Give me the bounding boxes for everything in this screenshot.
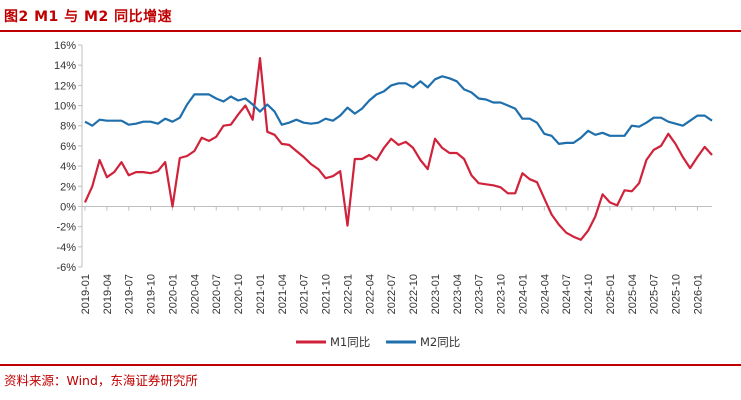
y-tick-label: -2% bbox=[56, 222, 76, 234]
y-tick-label: -6% bbox=[56, 262, 76, 274]
x-tick-label: 2025-10 bbox=[671, 274, 683, 314]
legend: M1同比 M2同比 bbox=[296, 335, 460, 349]
x-tick-label: 2021-04 bbox=[277, 274, 289, 314]
x-tick-label: 2024-07 bbox=[561, 274, 573, 314]
x-tick-label: 2019-10 bbox=[146, 274, 158, 314]
x-tick-label: 2019-01 bbox=[80, 274, 92, 314]
y-tick-label: 6% bbox=[60, 141, 76, 153]
x-tick-label: 2021-01 bbox=[255, 274, 267, 314]
x-tick-label: 2019-04 bbox=[102, 274, 114, 314]
x-tick-label: 2020-07 bbox=[211, 274, 223, 314]
x-tick-label: 2023-10 bbox=[496, 274, 508, 314]
x-tick-label: 2020-10 bbox=[233, 274, 245, 314]
y-tick-label: 4% bbox=[60, 161, 76, 173]
y-tick-label: 2% bbox=[60, 181, 76, 193]
x-tick-label: 2023-01 bbox=[430, 274, 442, 314]
y-tick-label: 16% bbox=[54, 40, 76, 52]
legend-label-m2: M2同比 bbox=[420, 335, 460, 349]
x-tick-label: 2025-07 bbox=[649, 274, 661, 314]
x-tick-label: 2024-04 bbox=[539, 274, 551, 314]
x-tick-label: 2020-01 bbox=[167, 274, 179, 314]
x-tick-label: 2023-04 bbox=[452, 274, 464, 314]
legend-label-m1: M1同比 bbox=[330, 335, 370, 349]
x-tick-label: 2021-07 bbox=[299, 274, 311, 314]
x-tick-label: 2024-01 bbox=[517, 274, 529, 314]
m2-series-line bbox=[84, 75, 713, 145]
y-tick-label: -4% bbox=[56, 242, 76, 254]
x-tick-label: 2019-07 bbox=[124, 274, 136, 314]
x-tick-label: 2022-04 bbox=[364, 274, 376, 314]
footer-rule bbox=[0, 364, 741, 366]
x-tick-label: 2025-01 bbox=[605, 274, 617, 314]
source-note: 资料来源：Wind，东海证券研究所 bbox=[4, 373, 198, 388]
y-tick-label: 8% bbox=[60, 121, 76, 133]
x-tick-label: 2020-04 bbox=[189, 274, 201, 314]
x-tick-label: 2022-07 bbox=[386, 274, 398, 314]
m1-series-line bbox=[83, 56, 713, 241]
y-tick-label: 10% bbox=[54, 101, 76, 113]
x-tick-label: 2022-10 bbox=[408, 274, 420, 314]
x-axis: 2019-01 2019-04 2019-07 2019-10 2020-01 2020-… bbox=[80, 205, 712, 314]
x-tick-label: 2024-10 bbox=[583, 274, 595, 314]
y-tick-label: 14% bbox=[54, 60, 76, 72]
series-lines bbox=[83, 56, 713, 241]
y-tick-label: 12% bbox=[54, 80, 76, 92]
x-tick-label: 2021-10 bbox=[321, 274, 333, 314]
y-axis: -6% -4% -2% 0% 2% 4% 6% 8% 10% 12% 14% 16% bbox=[54, 40, 83, 274]
title-rule bbox=[0, 30, 741, 32]
x-tick-label: 2023-07 bbox=[474, 274, 486, 314]
x-tick-label: 2025-04 bbox=[627, 274, 639, 314]
x-tick-label: 2022-01 bbox=[342, 274, 354, 314]
figure-title: 图2 M1 与 M2 同比增速 bbox=[4, 9, 173, 25]
y-tick-label: 0% bbox=[60, 201, 76, 213]
x-tick-label: 2026-01 bbox=[692, 274, 704, 314]
